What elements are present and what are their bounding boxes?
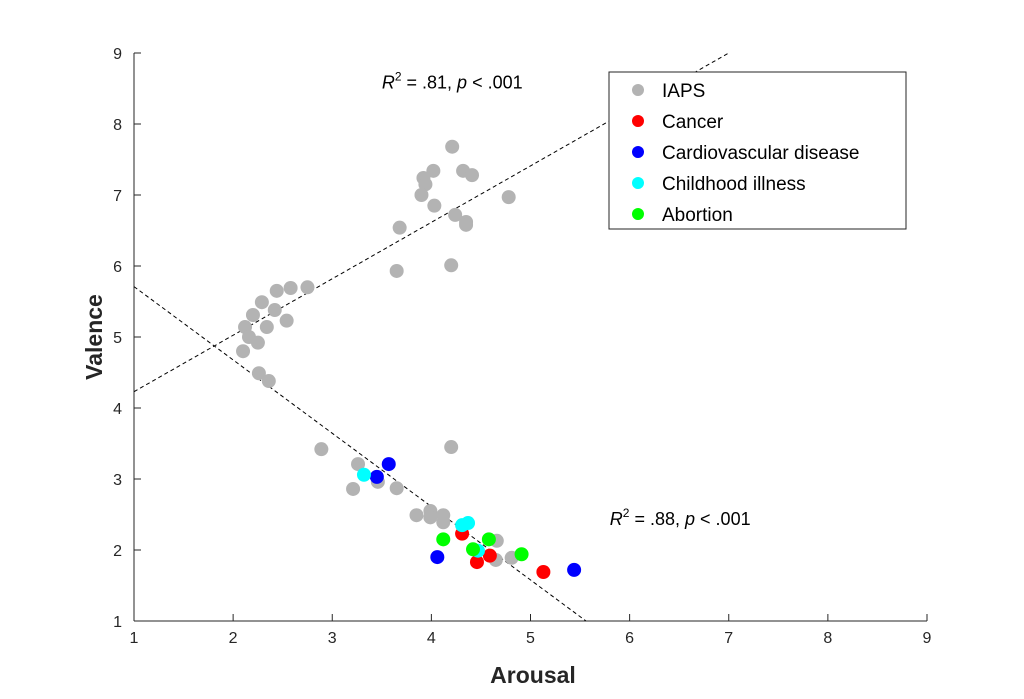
y-tick-label: 6 — [113, 259, 122, 276]
point-cardiovascular-disease — [369, 469, 384, 484]
point-iaps — [501, 190, 516, 205]
legend-box — [608, 71, 907, 230]
legend-marker-iaps — [632, 84, 644, 96]
point-iaps — [444, 440, 459, 455]
x-tick-label: 4 — [427, 630, 436, 647]
point-iaps — [459, 217, 474, 232]
point-iaps — [259, 320, 274, 335]
point-iaps — [448, 207, 463, 222]
legend-marker-abortion — [632, 208, 644, 220]
legend-label-abortion: Abortion — [662, 205, 733, 226]
point-iaps — [409, 508, 424, 523]
y-tick-label: 4 — [113, 401, 122, 418]
y-tick-label: 7 — [113, 188, 122, 205]
y-tick-label: 2 — [113, 543, 122, 560]
point-iaps — [283, 281, 298, 296]
x-tick-label: 8 — [823, 630, 832, 647]
point-iaps — [389, 481, 404, 496]
point-abortion — [436, 532, 451, 547]
x-tick-label: 2 — [229, 630, 238, 647]
y-tick-label: 3 — [113, 472, 122, 489]
point-cancer — [469, 555, 484, 570]
point-iaps — [245, 307, 260, 322]
point-cardiovascular-disease — [381, 457, 396, 472]
point-iaps — [436, 515, 451, 530]
point-iaps — [236, 344, 251, 359]
point-iaps — [392, 220, 407, 235]
point-iaps — [279, 313, 294, 328]
negative-fit-line — [133, 286, 587, 622]
point-iaps — [267, 303, 282, 318]
point-childhood-illness — [356, 467, 371, 482]
legend-label-iaps: IAPS — [662, 81, 705, 102]
x-tick-label: 5 — [526, 630, 535, 647]
x-tick-label: 1 — [130, 630, 139, 647]
point-cancer — [482, 548, 497, 563]
point-iaps — [269, 283, 284, 298]
point-iaps — [254, 295, 269, 310]
y-axis-label: Valence — [81, 294, 107, 380]
data-points — [236, 139, 582, 580]
legend: IAPS Cancer Cardiovascular disease Childhoo… — [608, 71, 907, 230]
y-tick-label: 1 — [113, 614, 122, 631]
y-tick-label: 5 — [113, 330, 122, 347]
x-axis-label: Arousal — [490, 662, 576, 688]
point-iaps — [465, 168, 480, 183]
point-iaps — [427, 198, 442, 213]
point-iaps — [426, 163, 441, 178]
r2-annotation-lower: R2 = .88, p < .001 — [610, 506, 751, 529]
point-abortion — [466, 542, 481, 557]
legend-marker-childhood-illness — [632, 177, 644, 189]
point-iaps — [418, 177, 433, 192]
x-tick-label: 7 — [724, 630, 733, 647]
point-cancer — [536, 565, 551, 580]
x-tick-label: 6 — [625, 630, 634, 647]
x-tick-label: 3 — [328, 630, 337, 647]
point-cardiovascular-disease — [567, 562, 582, 577]
point-iaps — [414, 188, 429, 202]
point-iaps — [346, 481, 361, 496]
point-iaps — [351, 457, 366, 472]
point-abortion — [481, 532, 496, 547]
x-tick-label: 9 — [923, 630, 932, 647]
point-iaps — [251, 366, 266, 381]
point-iaps — [444, 258, 459, 273]
y-tick-label: 8 — [113, 117, 122, 134]
point-iaps — [250, 335, 265, 350]
r2-annotation-upper: R2 = .81, p < .001 — [382, 70, 523, 93]
point-abortion — [514, 547, 529, 562]
annotations: R2 = .81, p < .001 R2 = .88, p < .001 — [382, 70, 751, 530]
legend-label-childhood-illness: Childhood illness — [662, 174, 806, 195]
point-childhood-illness — [461, 516, 476, 531]
point-iaps — [314, 442, 329, 457]
point-iaps — [300, 280, 315, 295]
legend-label-cancer: Cancer — [662, 112, 724, 133]
point-iaps — [445, 139, 460, 154]
legend-label-cardiovascular-disease: Cardiovascular disease — [662, 143, 860, 164]
point-iaps — [261, 374, 276, 389]
point-cardiovascular-disease — [430, 550, 445, 565]
legend-marker-cardiovascular-disease — [632, 146, 644, 158]
legend-marker-cancer — [632, 115, 644, 127]
point-iaps — [389, 263, 404, 278]
y-tick-label: 9 — [113, 46, 122, 63]
axes: 1 2 3 4 5 6 7 8 9 1 2 3 4 5 6 7 8 9 — [113, 46, 931, 647]
point-iaps — [423, 510, 438, 525]
